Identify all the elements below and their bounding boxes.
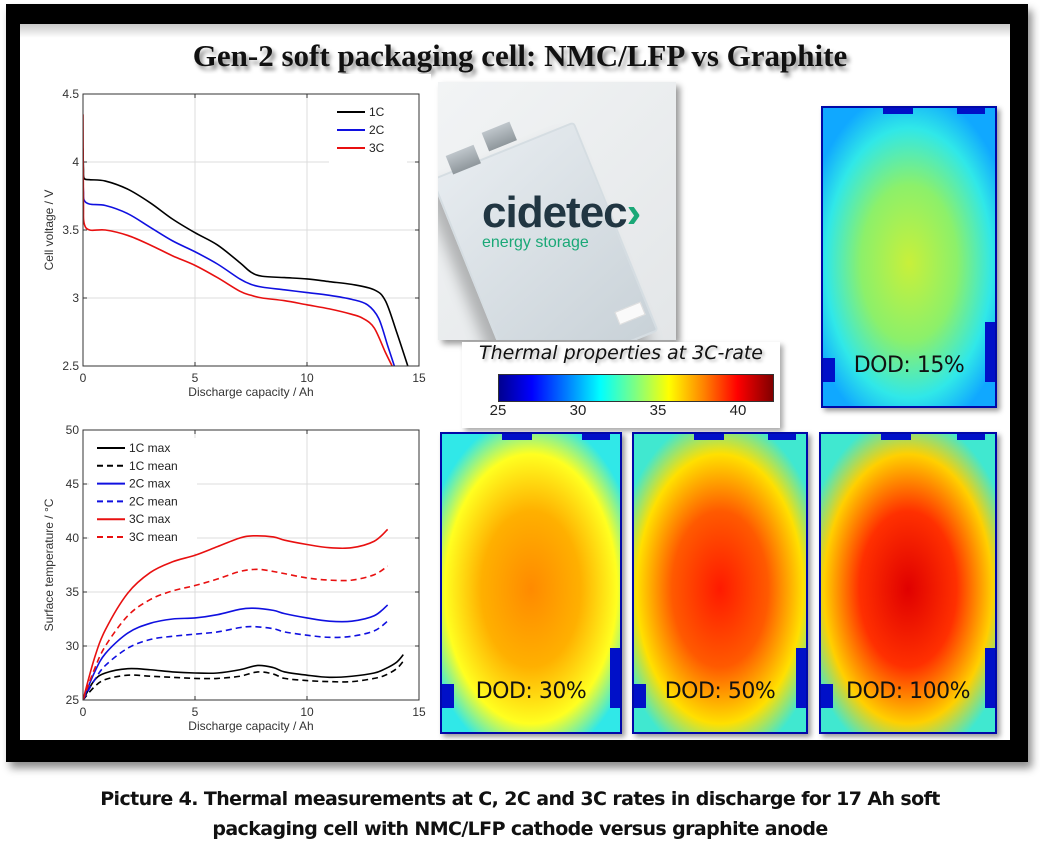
y-tick-label: 4: [72, 155, 79, 169]
x-tick-label: 15: [412, 371, 426, 385]
caption-line-1: Picture 4. Thermal measurements at C, 2C…: [100, 788, 940, 810]
x-tick-label: 10: [300, 705, 314, 719]
series-group: [83, 114, 409, 366]
y-axis-label: Cell voltage / V: [42, 190, 56, 271]
cell-fixture-marker: [821, 684, 833, 708]
colorbar-tick: 25: [489, 402, 507, 419]
series-line-2c-max: [83, 604, 389, 700]
cell-tab-right: [481, 121, 517, 152]
colorbar-tick: 40: [729, 402, 747, 419]
cell-fixture-marker: [582, 434, 610, 440]
x-tick-label: 15: [412, 705, 426, 719]
charts-panel: 0 5 10 15 2.5 3 3.5 4 4.5 1C 2C 3C Discharge capacit…: [26, 74, 431, 740]
cell-fixture-marker: [881, 434, 911, 440]
legend: 1C max 1C mean 2C max 2C mean 3C max 3C mean: [89, 438, 197, 553]
y-tick-label: 45: [66, 477, 80, 491]
y-axis-label: Surface temperature / °C: [42, 498, 56, 631]
series-line-3c-mean: [83, 565, 389, 700]
colorbar-title: Thermal properties at 3C-rate: [479, 342, 763, 364]
y-tick-label: 2.5: [62, 359, 79, 373]
x-axis-label: Discharge capacity / Ah: [188, 385, 313, 399]
cell-fixture-marker: [985, 322, 995, 382]
x-tick-label: 5: [192, 371, 199, 385]
cell-fixture-marker: [634, 684, 646, 708]
logo-text: cidetec: [482, 188, 628, 237]
y-tick-label: 25: [66, 693, 80, 707]
colorbar-panel: Thermal properties at 3C-rate 25 30 35 4…: [462, 342, 780, 428]
thermal-image-dod-50: DOD: 50%: [632, 432, 808, 734]
y-tick-label: 50: [66, 423, 80, 437]
cell-tab-left: [445, 144, 481, 175]
thermal-image-dod-15: DOD: 15%: [821, 106, 997, 408]
legend-label: 1C max: [129, 441, 170, 455]
cell-fixture-marker: [823, 358, 835, 382]
cidetec-logo: cidetec›: [482, 188, 642, 238]
dod-label: DOD: 100%: [846, 679, 971, 704]
colorbar-tick: 30: [569, 402, 587, 419]
cell-fixture-marker: [796, 648, 806, 708]
cell-fixture-marker: [883, 108, 913, 114]
thermal-image-dod-30: DOD: 30%: [440, 432, 622, 734]
x-axis-label: Discharge capacity / Ah: [188, 719, 313, 733]
legend: 1C 2C 3C: [329, 102, 407, 164]
colorbar-gradient: [498, 374, 774, 402]
legend-label: 3C mean: [129, 530, 178, 544]
x-tick-label: 5: [192, 705, 199, 719]
cell-fixture-marker: [502, 434, 532, 440]
chevron-right-icon: ›: [626, 188, 642, 237]
cell-fixture-marker: [694, 434, 724, 440]
legend-label: 1C mean: [129, 459, 178, 473]
series-line-1c-max: [83, 654, 404, 700]
y-tick-label: 3: [72, 291, 79, 305]
colorbar-tick: 35: [649, 402, 667, 419]
figure-caption: Picture 4. Thermal measurements at C, 2C…: [0, 784, 1040, 844]
legend-label: 2C max: [129, 477, 170, 491]
y-tick-label: 30: [66, 639, 80, 653]
x-tick-label: 0: [80, 371, 87, 385]
legend-label: 1C: [369, 105, 385, 119]
slide-title: Gen-2 soft packaging cell: NMC/LFP vs Gr…: [192, 38, 848, 73]
caption-line-2: packaging cell with NMC/LFP cathode vers…: [212, 818, 828, 840]
series-line-1c-mean: [83, 660, 404, 700]
legend-label: 2C mean: [129, 494, 178, 508]
series-line-1c: [83, 148, 409, 366]
series-line-2c-mean: [83, 620, 389, 700]
cell-fixture-marker: [610, 648, 620, 708]
legend-label: 3C: [369, 141, 385, 155]
plot-frame: [82, 93, 420, 367]
legend-box: [89, 438, 197, 553]
series-line-3c: [83, 114, 393, 366]
title-bar: [20, 24, 1010, 70]
legend-label: 2C: [369, 123, 385, 137]
dod-label: DOD: 15%: [853, 353, 965, 378]
series-group: [83, 528, 404, 700]
cell-fixture-marker: [985, 648, 995, 708]
y-tick-label: 35: [66, 585, 80, 599]
voltage-chart: 0 5 10 15 2.5 3 3.5 4 4.5 1C 2C 3C Discharge capacit…: [42, 87, 426, 399]
x-tick-label: 0: [80, 705, 87, 719]
cell-fixture-marker: [442, 684, 454, 708]
cell-fixture-marker: [957, 108, 985, 114]
plot-frame: [82, 429, 420, 701]
cell-label-sticker: [614, 301, 646, 326]
y-tick-label: 3.5: [62, 223, 79, 237]
cell-fixture-marker: [957, 434, 985, 440]
x-tick-label: 10: [300, 371, 314, 385]
y-tick-label: 4.5: [62, 87, 79, 101]
cell-photo: cidetec› energy storage: [438, 82, 676, 340]
thermal-image-dod-100: DOD: 100%: [819, 432, 997, 734]
series-line-3c-max: [83, 528, 389, 700]
dod-label: DOD: 30%: [475, 679, 587, 704]
legend-label: 3C max: [129, 512, 170, 526]
cell-fixture-marker: [768, 434, 796, 440]
temperature-chart: 0 5 10 15 25 30 35 40 45 50 1C max 1C mean 2C max 2C …: [42, 423, 426, 733]
dod-label: DOD: 50%: [664, 679, 776, 704]
logo-subtitle: energy storage: [482, 234, 589, 251]
y-tick-label: 40: [66, 531, 80, 545]
series-line-2c: [83, 182, 396, 366]
